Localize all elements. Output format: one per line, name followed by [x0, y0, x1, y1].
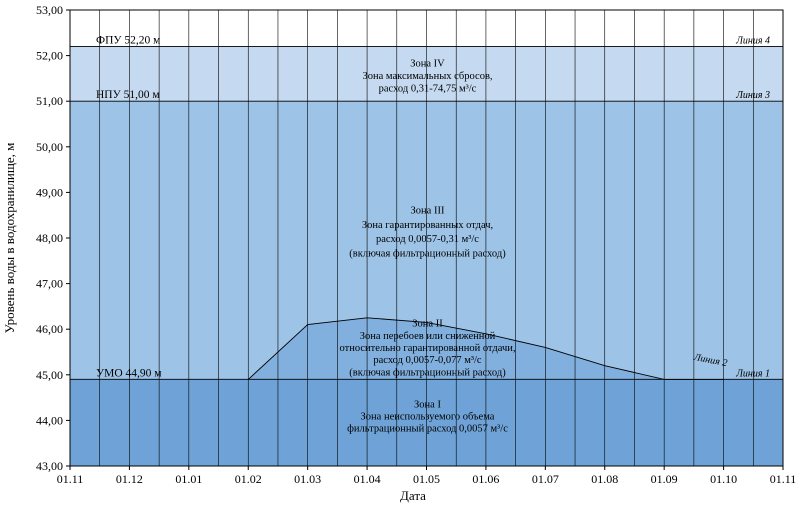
line-label-fpu: Линия 4 [735, 35, 770, 46]
level-label-npu: НПУ 51,00 м [96, 89, 160, 101]
level-label-fpu: ФПУ 52,20 м [96, 34, 161, 46]
zone2-text-line: расход 0,0057-0,077 м³/с [373, 355, 482, 366]
zone4-text-line: Зона IV [410, 58, 445, 69]
x-axis-title: Дата [400, 488, 426, 503]
y-tick-label: 48,00 [36, 231, 63, 245]
x-tick-label: 01.11 [770, 472, 797, 486]
x-tick-label: 01.06 [472, 472, 499, 486]
line-label-npu: Линия 3 [735, 90, 770, 101]
y-tick-label: 45,00 [36, 368, 63, 382]
labels-layer: ФПУ 52,20 м Линия 4 НПУ 51,00 м Линия 3 УМО … [96, 34, 770, 434]
zone2-text-line: (включая фильтрационный расход) [349, 367, 506, 378]
x-tick-label: 01.08 [591, 472, 618, 486]
y-tick-label: 46,00 [36, 322, 63, 336]
x-tick-label: 01.10 [710, 472, 737, 486]
line2-curve [247, 317, 724, 380]
x-tick-label: 01.12 [116, 472, 143, 486]
y-tick-label: 49,00 [36, 185, 63, 199]
y-tick-label: 53,00 [36, 3, 63, 17]
zone1-text-line: Зона неиспользуемого объема [361, 412, 495, 423]
lines-layer [70, 46, 783, 380]
zone3-text-line: Зона гарантированных отдач, [362, 220, 493, 231]
zone3-text-line: (включая фильтрационный расход) [349, 249, 506, 260]
y-tick-label: 44,00 [36, 413, 63, 427]
zone4-text-line: расход 0,31-74,75 м³/с [379, 83, 477, 94]
x-tick-label: 01.11 [57, 472, 84, 486]
zone2-text-line: Зона II [412, 319, 443, 330]
x-tick-label: 01.04 [354, 472, 381, 486]
y-tick-label: 43,00 [36, 459, 63, 473]
y-tick-label: 52,00 [36, 49, 63, 63]
x-tick-label: 01.02 [235, 472, 262, 486]
y-axis-title: Уровень воды в водохранилище, м [2, 143, 17, 334]
y-tick-label: 51,00 [36, 94, 63, 108]
zone1-text-line: Зона I [414, 400, 441, 411]
x-tick-label: 01.07 [532, 472, 559, 486]
axes-layer: 43,00 44,00 45,00 46,00 47,00 48,00 49,00 50,00… [36, 3, 796, 486]
zone3-text-line: расход 0,0057-0,31 м³/с [376, 234, 479, 245]
zone3-text-line: Зона III [411, 206, 445, 217]
x-tick-label: 01.09 [651, 472, 678, 486]
grid-layer [99, 10, 754, 466]
x-tick-label: 01.01 [175, 472, 202, 486]
zone4-text-line: Зона максимальных сбросов, [362, 71, 492, 82]
zone2-text-line: относительно гарантированной отдачи, [340, 343, 516, 354]
level-label-umo: УМО 44,90 м [96, 367, 162, 379]
zone1-text-line: фильтрационный расход 0,0057 м³/с [347, 423, 508, 434]
zone2-text-line: Зона перебоев или сниженной [360, 331, 496, 342]
y-tick-label: 47,00 [36, 277, 63, 291]
x-tick-label: 01.05 [413, 472, 440, 486]
y-tick-label: 50,00 [36, 140, 63, 154]
x-tick-label: 01.03 [294, 472, 321, 486]
line-label-umo: Линия 1 [735, 368, 770, 379]
